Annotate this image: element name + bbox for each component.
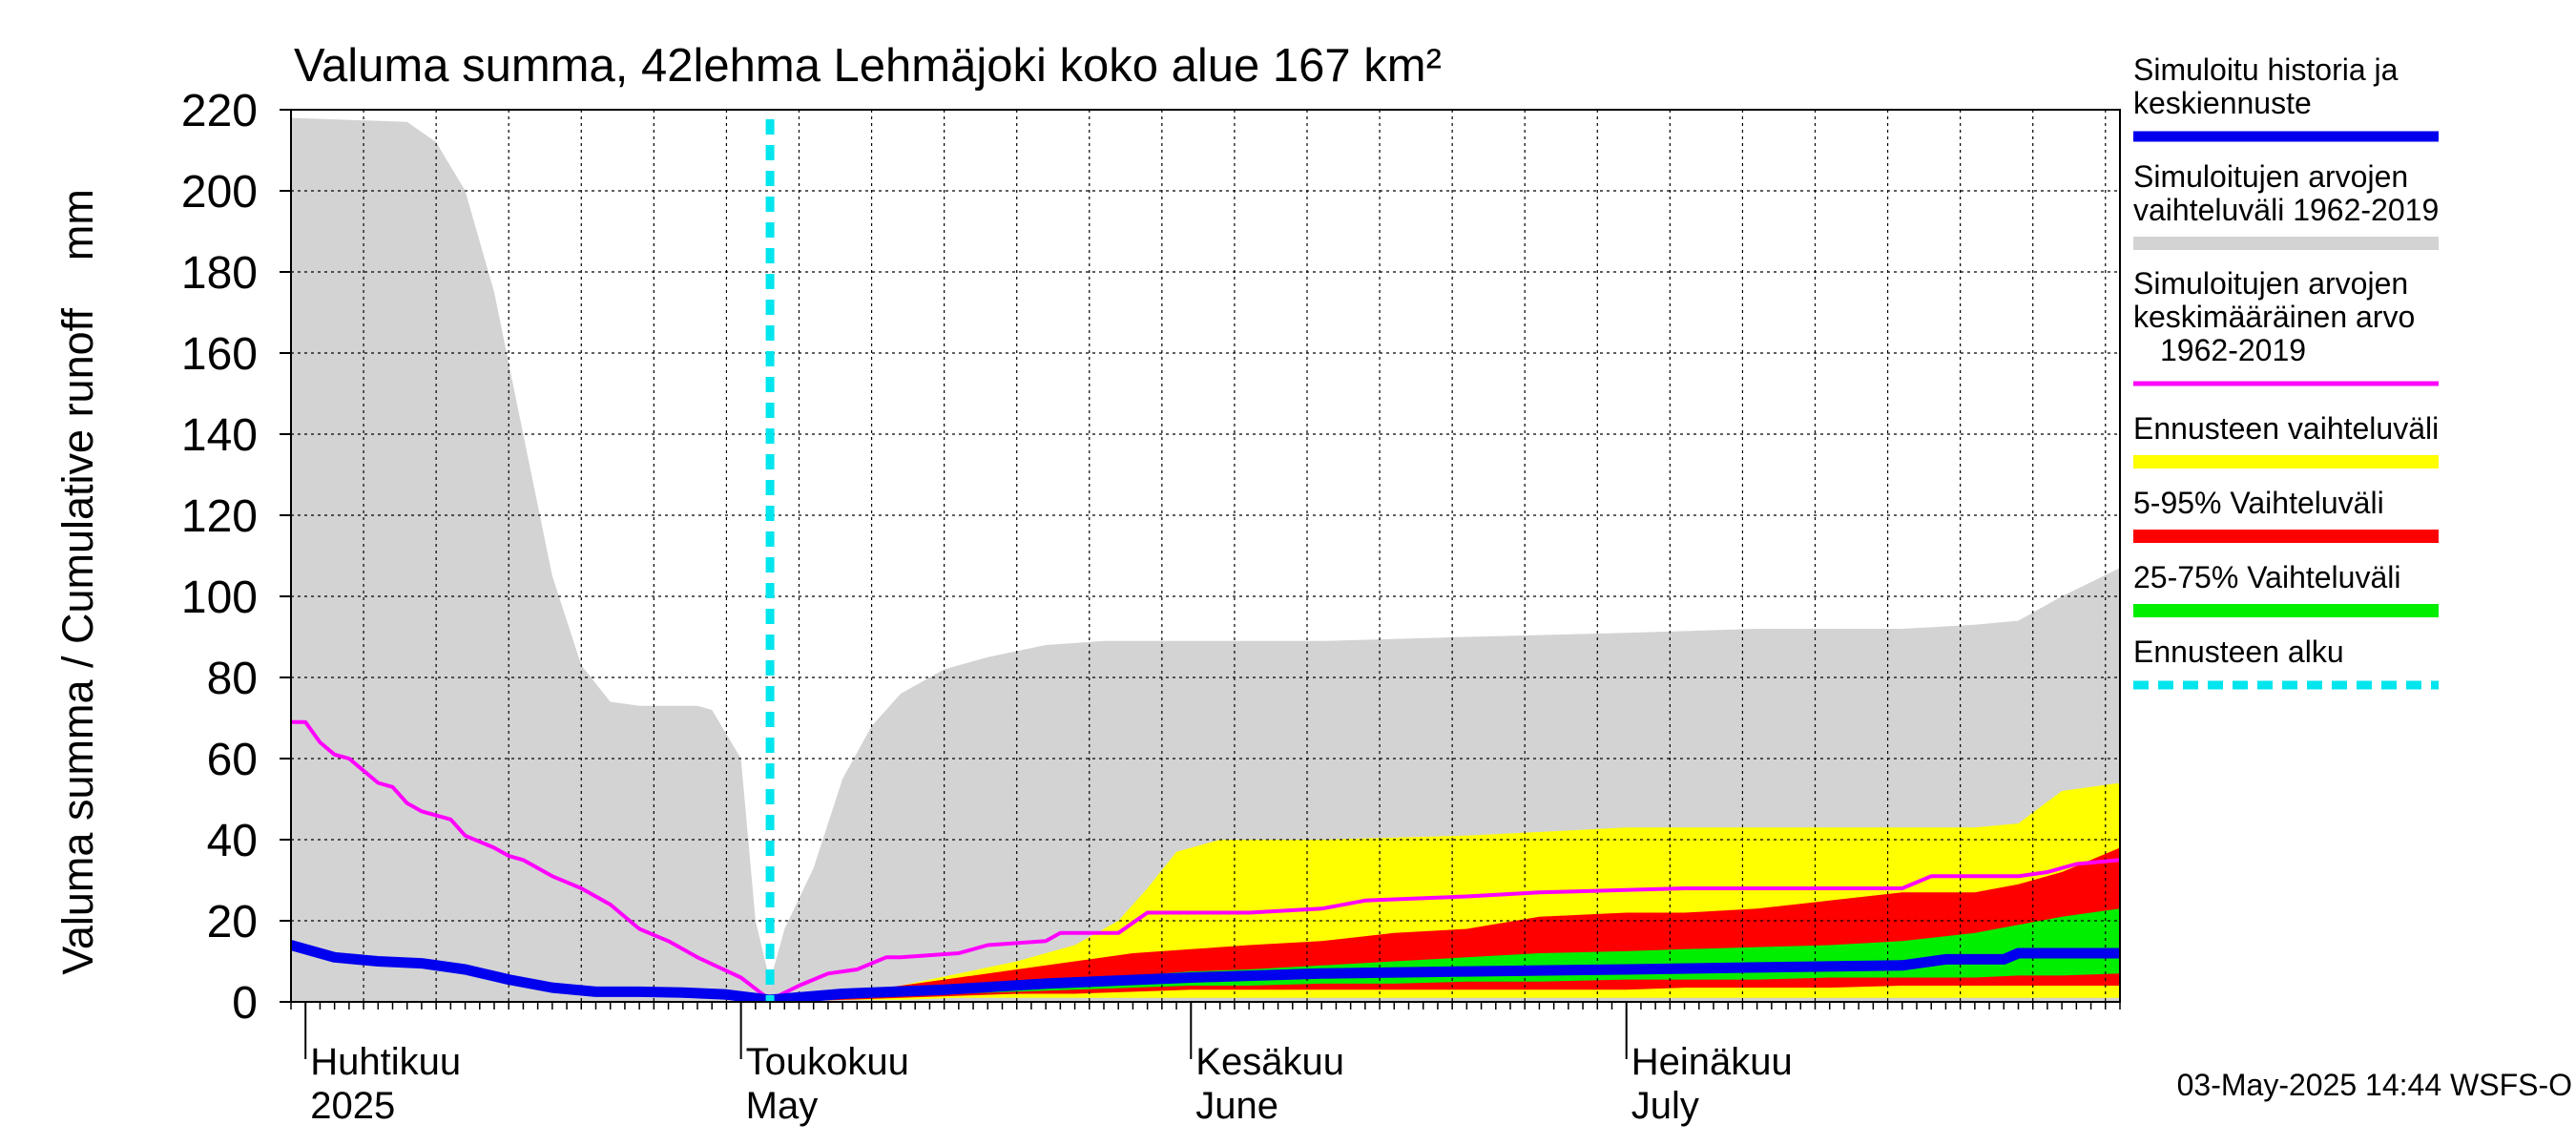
chart-title: Valuma summa, 42lehma Lehmäjoki koko alu… (294, 40, 1442, 92)
legend-forecast-start-label: Ennusteen alku (2133, 635, 2344, 669)
y-tick-label: 40 (207, 816, 258, 866)
y-tick-label: 200 (181, 167, 258, 218)
legend-simulated-label: keskiennuste (2133, 86, 2312, 120)
legend-mean-label: 1962-2019 (2160, 333, 2306, 367)
legend-mean-label: Simuloitujen arvojen (2133, 266, 2408, 301)
legend-simulated-label: Simuloitu historia ja (2133, 52, 2399, 87)
month-label: Huhtikuu (310, 1041, 461, 1083)
y-tick-label: 120 (181, 491, 258, 542)
month-label-en: May (746, 1085, 819, 1127)
timestamp: 03-May-2025 14:44 WSFS-O (2177, 1068, 2572, 1102)
y-tick-label: 80 (207, 654, 258, 704)
month-label: Toukokuu (746, 1041, 909, 1083)
legend-p25-75-label: 25-75% Vaihteluväli (2133, 560, 2400, 594)
mean-runoff-line (291, 719, 2120, 1002)
month-label: Kesäkuu (1195, 1041, 1344, 1083)
month-label-en: June (1195, 1085, 1278, 1127)
legend-historical-range-label: Simuloitujen arvojen (2133, 159, 2408, 194)
y-tick-label: 100 (181, 572, 258, 623)
y-tick-label: 140 (181, 410, 258, 461)
y-tick-label: 160 (181, 329, 258, 380)
y-tick-label: 20 (207, 897, 258, 947)
y-axis-label: Valuma summa / Cumulative runoff mm (53, 189, 102, 975)
legend-mean-label: keskimääräinen arvo (2133, 300, 2415, 334)
month-label-en: July (1631, 1085, 1699, 1127)
y-tick-label: 220 (181, 86, 258, 136)
y-tick-label: 0 (232, 978, 258, 1029)
month-label-en: 2025 (310, 1085, 395, 1127)
month-label: Heinäkuu (1631, 1041, 1793, 1083)
historical-range-area (291, 117, 2120, 1002)
y-tick-label: 180 (181, 248, 258, 299)
simulated-runoff-line (291, 940, 2120, 1002)
legend-p5-95-label: 5-95% Vaihteluväli (2133, 486, 2384, 520)
legend-historical-range-label: vaihteluväli 1962-2019 (2133, 193, 2439, 227)
legend-forecast-range-label: Ennusteen vaihteluväli (2133, 411, 2439, 446)
y-tick-label: 60 (207, 735, 258, 785)
